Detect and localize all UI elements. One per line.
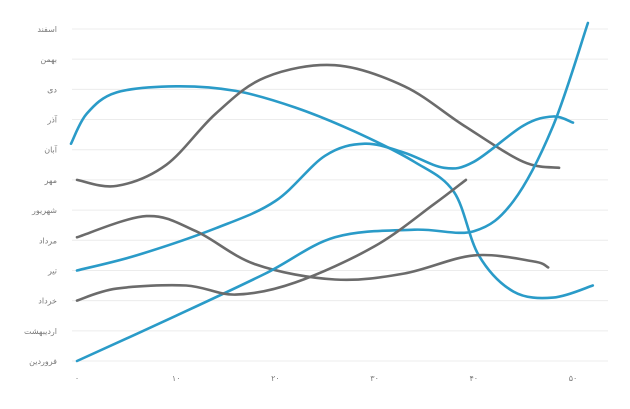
x-tick-label: ۱۰ [172, 374, 181, 383]
series-line-1 [69, 84, 595, 300]
series-line-3 [75, 115, 575, 272]
y-tick-label: اسفند [37, 25, 57, 34]
x-tick-label: ۴۰ [470, 374, 479, 383]
y-tick-label: آبان [44, 145, 58, 155]
x-axis-tick-labels: ۰ ۱۰ ۲۰ ۳۰ ۴۰ ۵۰ [75, 374, 577, 383]
y-tick-label: مهر [44, 176, 57, 185]
y-tick-label: تیر [47, 266, 57, 275]
x-tick-label: ۰ [75, 374, 79, 383]
x-tick-label: ۲۰ [271, 374, 280, 383]
x-tick-label: ۵۰ [569, 374, 578, 383]
y-axis-tick-labels: فروردین اردیبهشت خرداد تیر مرداد شهریور مهر آبا… [24, 25, 58, 366]
y-tick-label: دی [47, 85, 57, 94]
y-tick-label: خرداد [38, 297, 57, 306]
series-line-4 [75, 214, 550, 282]
y-tick-label: اردیبهشت [24, 327, 57, 336]
y-tick-label: آذر [46, 115, 57, 125]
y-tick-label: فروردین [29, 357, 57, 366]
series-lines [69, 21, 595, 363]
y-tick-label: بهمن [40, 55, 57, 64]
series-line-2 [75, 63, 561, 188]
x-tick-label: ۳۰ [370, 374, 379, 383]
series-line-5 [75, 21, 590, 363]
series-line-6 [75, 178, 468, 302]
grid [72, 28, 608, 362]
y-tick-label: مرداد [39, 236, 57, 245]
y-tick-label: شهریور [31, 206, 57, 215]
